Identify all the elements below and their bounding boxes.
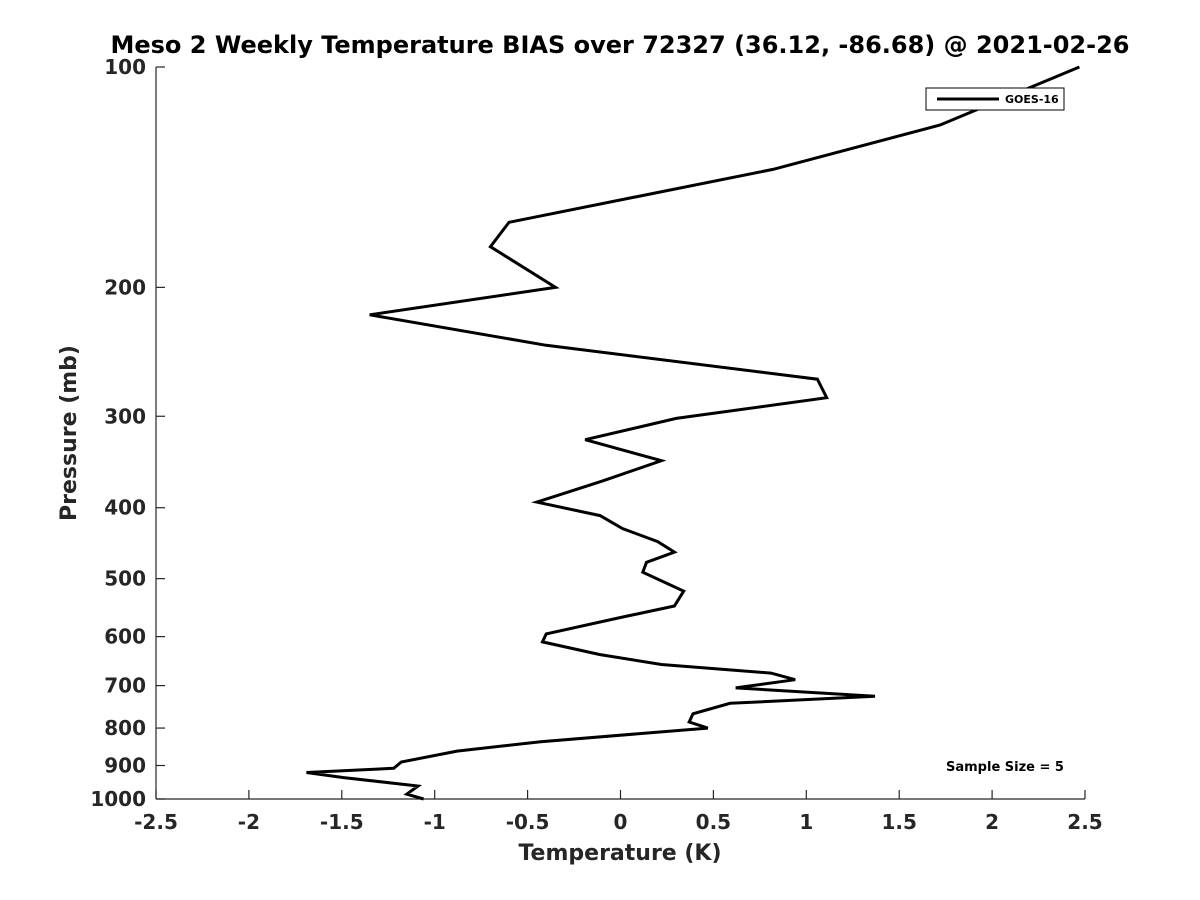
y-tick-label: 600 (104, 625, 146, 649)
y-tick-label: 800 (104, 716, 146, 740)
y-tick-label: 100 (104, 55, 146, 79)
y-tick-label: 900 (104, 754, 146, 778)
chart-title: Meso 2 Weekly Temperature BIAS over 7232… (110, 31, 1129, 59)
y-tick-label: 1000 (90, 787, 146, 811)
y-tick-label: 700 (104, 674, 146, 698)
x-ticks: -2.5 -2 -1.5 -1 -0.5 0 0.5 1 1.5 2 2.5 (134, 790, 1103, 834)
x-tick-label: 1.5 (881, 810, 916, 834)
x-tick-label: 2.5 (1067, 810, 1102, 834)
sample-size-annotation: Sample Size = 5 (946, 760, 1064, 775)
x-tick-label: -2.5 (134, 810, 178, 834)
x-tick-label: -2 (238, 810, 260, 834)
y-axis-title: Pressure (mb) (57, 345, 82, 521)
x-axis-title: Temperature (K) (518, 841, 721, 866)
legend-label-goes-16: GOES-16 (1005, 93, 1059, 106)
series-line-goes-16 (306, 65, 1080, 801)
plot-area: -2.5 -2 -1.5 -1 -0.5 0 0.5 1 1.5 2 2.5 100 200 300 40… (90, 55, 1102, 834)
x-tick-label: -0.5 (506, 810, 550, 834)
y-ticks: 100 200 300 400 500 600 700 800 900 1000 (90, 55, 165, 811)
y-tick-label: 300 (104, 404, 146, 428)
x-tick-label: 0.5 (696, 810, 731, 834)
x-tick-label: 1 (799, 810, 813, 834)
x-tick-label: -1.5 (320, 810, 364, 834)
y-tick-label: 200 (104, 275, 146, 299)
x-tick-label: 0 (614, 810, 628, 834)
x-tick-label: -1 (424, 810, 446, 834)
x-tick-label: 2 (985, 810, 999, 834)
y-tick-label: 500 (104, 567, 146, 591)
legend: GOES-16 (925, 87, 1065, 111)
y-tick-label: 400 (104, 496, 146, 520)
